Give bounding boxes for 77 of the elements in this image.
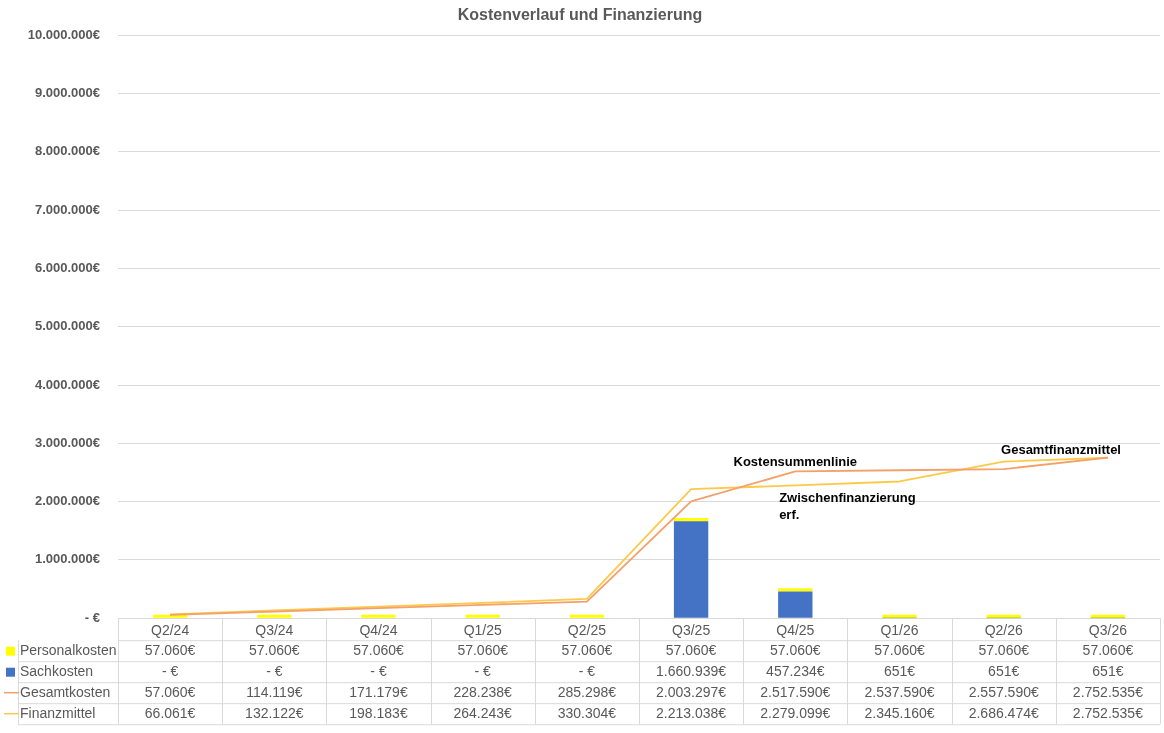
data-label: 198.183€ [349, 704, 408, 721]
data-label: 114.119€ [246, 683, 303, 700]
data-label: 57.060€ [353, 641, 405, 658]
data-label: 57.060€ [770, 641, 821, 658]
data-label: - € [266, 662, 283, 679]
x-tick-label: Q1/26 [880, 622, 919, 639]
y-tick-label: 7.000.000€ [34, 201, 100, 217]
data-label: 1.660.939€ [656, 662, 727, 679]
x-tick-label: Q4/25 [776, 622, 815, 639]
annotation: Gesamtfinanzmittel [1001, 441, 1121, 457]
bar [465, 614, 500, 618]
x-tick-label: Q1/25 [463, 622, 502, 639]
data-label: 2.752.535€ [1072, 683, 1144, 700]
y-tick-label: 10.000.000€ [27, 26, 100, 42]
data-label: 57.060€ [978, 641, 1030, 658]
data-label: 2.686.474€ [968, 704, 1039, 721]
bar [361, 614, 396, 618]
data-label: 285.298€ [557, 683, 617, 700]
x-tick-label: Q2/25 [567, 622, 607, 639]
bar [152, 614, 188, 618]
y-tick-label: 8.000.000€ [34, 143, 100, 159]
data-label: - € [474, 662, 492, 679]
legend-label: Gesamtkosten [20, 683, 111, 700]
y-tick-label: 2.000.000€ [34, 493, 100, 509]
data-label: 57.060€ [561, 641, 613, 658]
bar [569, 614, 605, 618]
data-label: 330.304€ [557, 704, 617, 721]
data-label: 57.060€ [874, 641, 926, 658]
y-tick-label: 4.000.000€ [34, 376, 100, 392]
x-tick-label: Q3/25 [672, 622, 711, 639]
data-label: 171.179€ [349, 683, 408, 700]
data-label: - € [578, 662, 596, 679]
x-tick-label: Q2/24 [151, 622, 190, 639]
legend-label: Finanzmittel [20, 704, 96, 721]
data-label: - € [370, 662, 387, 679]
y-tick-label: 5.000.000€ [34, 318, 100, 334]
annotation: Kostensummenlinie [733, 454, 858, 470]
data-label: - € [161, 662, 179, 679]
annotation: Zwischenfinanzierung erf. [779, 489, 916, 522]
data-label: 2.537.590€ [864, 683, 935, 700]
y-tick-label: - € [84, 609, 100, 625]
data-label: 57.060€ [665, 641, 717, 658]
data-label: 264.243€ [453, 704, 513, 721]
data-label: 2.557.590€ [968, 683, 1039, 700]
data-label: 57.060€ [144, 641, 196, 658]
data-label: 57.060€ [144, 683, 196, 700]
data-label: 2.345.160€ [864, 704, 935, 721]
x-tick-label: Q2/26 [984, 622, 1023, 639]
data-label: 57.060€ [249, 641, 300, 658]
data-label: 2.752.535€ [1072, 704, 1144, 721]
data-label: 2.279.099€ [760, 704, 831, 721]
data-label: 228.238€ [453, 683, 513, 700]
chart-title: Kostenverlauf und Finanzierung [457, 6, 703, 24]
data-label: 651€ [1092, 662, 1124, 679]
bar [778, 588, 813, 592]
x-tick-label: Q3/24 [255, 622, 294, 639]
data-label: 2.003.297€ [656, 683, 727, 700]
data-label: 457.234€ [766, 662, 825, 679]
bar [778, 591, 813, 618]
y-tick-label: 9.000.000€ [34, 85, 100, 101]
bar [257, 614, 292, 618]
data-label: 57.060€ [457, 641, 509, 658]
y-tick-label: 1.000.000€ [34, 551, 100, 567]
data-label: 57.060€ [1082, 641, 1134, 658]
y-tick-label: 6.000.000€ [34, 259, 100, 275]
legend-label: Sachkosten [20, 662, 94, 679]
data-label: 651€ [883, 662, 916, 679]
data-label: 132.122€ [245, 704, 304, 721]
bar [673, 521, 709, 618]
data-label: 651€ [988, 662, 1020, 679]
data-label: 2.517.590€ [760, 683, 831, 700]
x-tick-label: Q3/26 [1088, 622, 1128, 639]
data-label: 2.213.038€ [656, 704, 727, 721]
x-tick-label: Q4/24 [359, 622, 398, 639]
y-tick-label: 3.000.000€ [34, 434, 100, 450]
data-label: 66.061€ [144, 704, 196, 721]
legend-label: Personalkosten [20, 641, 117, 658]
